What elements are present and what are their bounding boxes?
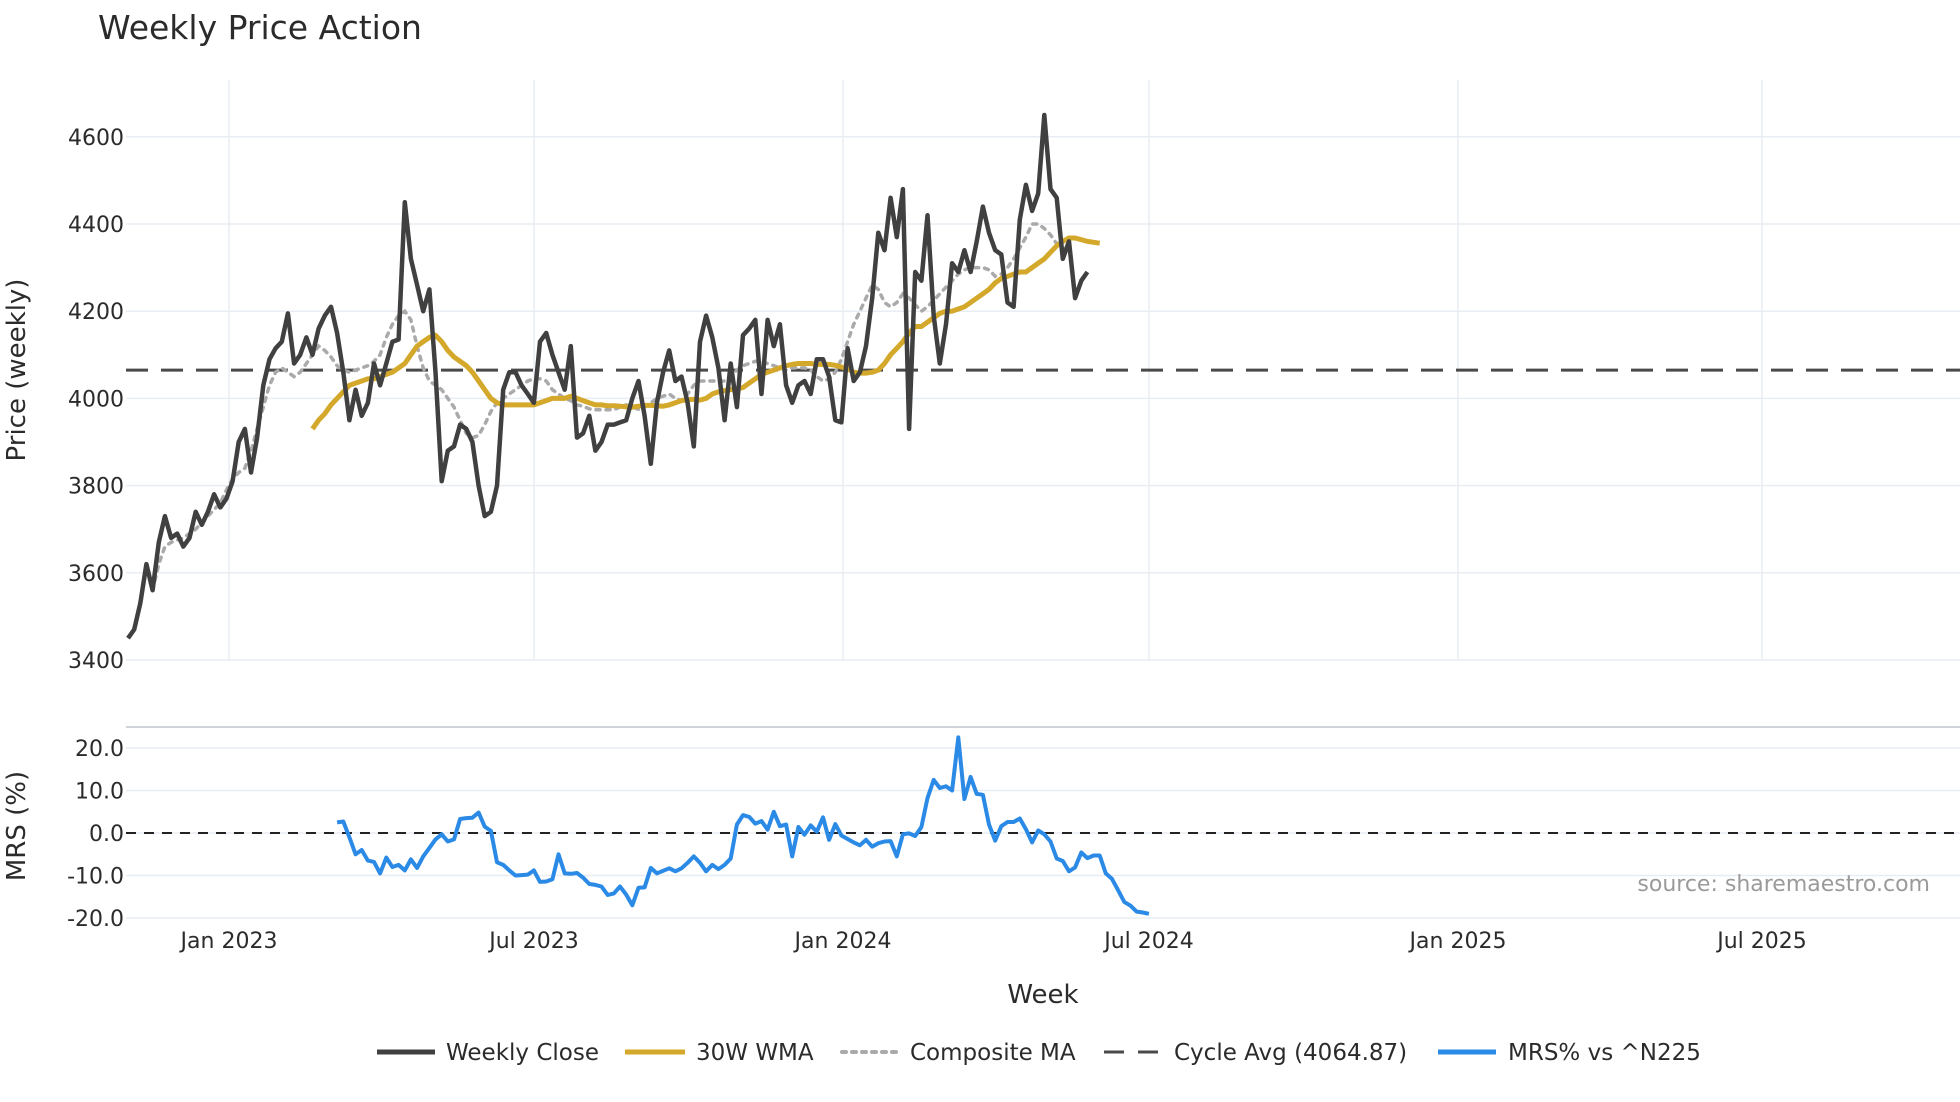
mrs-y-tick-label: 20.0 bbox=[75, 737, 124, 762]
mrs-y-tick-label: -10.0 bbox=[67, 865, 124, 890]
x-tick-label: Jan 2023 bbox=[179, 929, 278, 954]
x-tick-labels: Jan 2023 Jul 2023 Jan 2024 Jul 2024 Jan 2025… bbox=[179, 929, 1807, 954]
x-tick-label: Jul 2024 bbox=[1102, 929, 1194, 954]
composite-ma-line bbox=[150, 222, 1071, 592]
price-y-tick-label: 4200 bbox=[68, 300, 124, 325]
legend-label-wma: 30W WMA bbox=[696, 1040, 814, 1066]
x-tick-label: Jul 2023 bbox=[487, 929, 579, 954]
price-horizontal-gridlines bbox=[126, 136, 1960, 661]
mrs-y-tick-labels: -20.0 -10.0 0.0 10.0 20.0 bbox=[67, 737, 124, 932]
legend-label-weekly-close: Weekly Close bbox=[446, 1040, 599, 1066]
price-y-axis-label: Price (weekly) bbox=[2, 279, 32, 462]
price-y-tick-label: 4600 bbox=[68, 126, 124, 151]
price-y-tick-label: 3800 bbox=[68, 475, 124, 500]
legend-item-wma[interactable]: 30W WMA bbox=[625, 1040, 814, 1066]
mrs-y-tick-label: -20.0 bbox=[67, 907, 124, 932]
x-tick-label: Jan 2025 bbox=[1408, 929, 1507, 954]
legend-item-weekly-close[interactable]: Weekly Close bbox=[377, 1040, 599, 1066]
chart-title: Weekly Price Action bbox=[98, 8, 422, 47]
weekly-close-line bbox=[126, 112, 1090, 640]
mrs-y-axis-label: MRS (%) bbox=[2, 771, 32, 881]
x-axis-label: Week bbox=[1007, 980, 1078, 1010]
price-y-tick-label: 4400 bbox=[68, 213, 124, 238]
legend-label-cycle-avg: Cycle Avg (4064.87) bbox=[1174, 1040, 1407, 1066]
x-tick-label: Jul 2025 bbox=[1715, 929, 1807, 954]
legend-item-composite-ma[interactable]: Composite MA bbox=[840, 1040, 1076, 1066]
mrs-line bbox=[336, 735, 1150, 916]
legend-item-mrs[interactable]: MRS% vs ^N225 bbox=[1438, 1040, 1701, 1066]
wma-30w-line bbox=[310, 235, 1101, 431]
price-y-tick-label: 3600 bbox=[68, 562, 124, 587]
price-y-tick-label: 3400 bbox=[68, 649, 124, 674]
price-y-tick-label: 4000 bbox=[68, 387, 124, 412]
legend-item-cycle-avg[interactable]: Cycle Avg (4064.87) bbox=[1104, 1040, 1407, 1066]
source-text: source: sharemaestro.com bbox=[1637, 872, 1930, 897]
mrs-y-tick-label: 0.0 bbox=[89, 822, 124, 847]
price-y-tick-labels: 3400 3600 3800 4000 4200 4400 4600 bbox=[68, 126, 124, 674]
legend-label-composite-ma: Composite MA bbox=[910, 1040, 1076, 1066]
mrs-y-tick-label: 10.0 bbox=[75, 780, 124, 805]
legend: Weekly Close 30W WMA Composite MA Cycle … bbox=[377, 1040, 1701, 1066]
x-tick-label: Jan 2024 bbox=[793, 929, 892, 954]
legend-label-mrs: MRS% vs ^N225 bbox=[1508, 1040, 1701, 1066]
